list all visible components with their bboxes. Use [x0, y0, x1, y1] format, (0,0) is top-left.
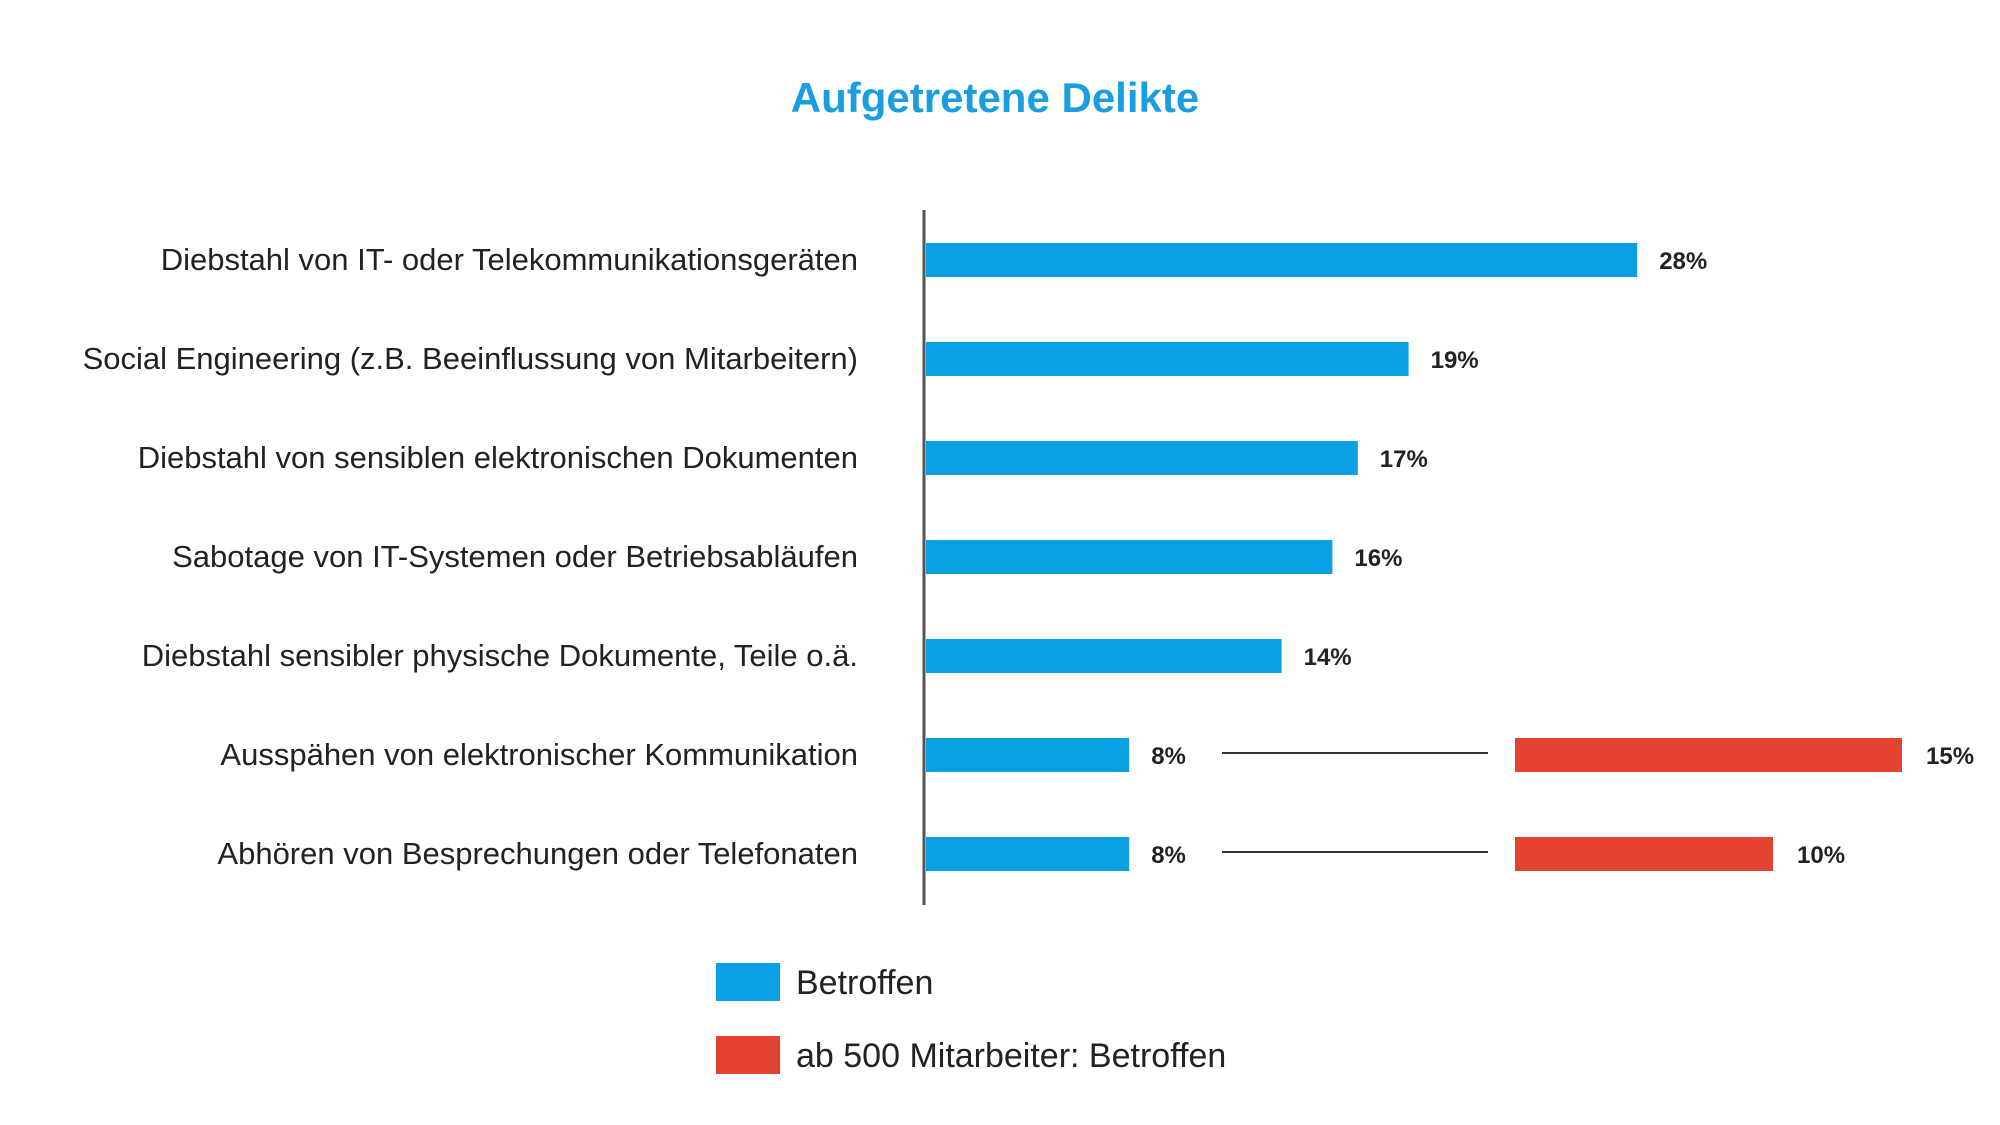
bar-betroffen	[926, 441, 1358, 475]
value-label-ab-500: 10%	[1797, 842, 1845, 869]
category-label: Diebstahl von IT- oder Telekommunikation…	[161, 242, 858, 277]
category-label: Diebstahl sensibler physische Dokumente,…	[142, 638, 858, 673]
legend-swatch-ab-500	[716, 1036, 780, 1074]
category-label: Social Engineering (z.B. Beeinflussung v…	[83, 341, 858, 376]
value-label-betroffen: 17%	[1380, 446, 1428, 473]
bar-betroffen	[926, 738, 1130, 772]
bar-betroffen	[926, 837, 1130, 871]
category-label: Diebstahl von sensiblen elektronischen D…	[138, 440, 858, 475]
value-label-betroffen: 28%	[1659, 248, 1707, 275]
bar-betroffen	[926, 342, 1409, 376]
bar-ab-500	[1515, 837, 1773, 871]
value-label-betroffen: 16%	[1354, 545, 1402, 572]
chart-title: Aufgetretene Delikte	[791, 74, 1199, 121]
value-label-betroffen: 8%	[1151, 743, 1186, 770]
legend-swatch-betroffen	[716, 963, 780, 1001]
category-label: Ausspähen von elektronischer Kommunikati…	[220, 737, 858, 772]
bars-layer: Diebstahl von IT- oder Telekommunikation…	[83, 242, 1974, 871]
value-label-betroffen: 8%	[1151, 842, 1186, 869]
bar-ab-500	[1515, 738, 1902, 772]
legend: Betroffen ab 500 Mitarbeiter: Betroffen	[716, 963, 1226, 1075]
category-label: Sabotage von IT-Systemen oder Betriebsab…	[172, 539, 858, 574]
value-label-ab-500: 15%	[1926, 743, 1974, 770]
bar-betroffen	[926, 540, 1333, 574]
value-label-betroffen: 19%	[1431, 347, 1479, 374]
bar-betroffen	[926, 243, 1638, 277]
category-label: Abhören von Besprechungen oder Telefonat…	[217, 836, 858, 871]
legend-label-betroffen: Betroffen	[796, 964, 933, 1002]
bar-betroffen	[926, 639, 1282, 673]
legend-label-ab-500: ab 500 Mitarbeiter: Betroffen	[796, 1037, 1226, 1075]
value-label-betroffen: 14%	[1304, 644, 1352, 671]
